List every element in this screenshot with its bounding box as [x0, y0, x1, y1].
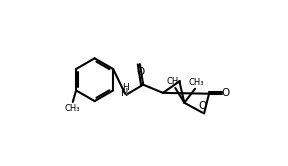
Text: O: O [221, 88, 229, 98]
Text: CH₃: CH₃ [188, 78, 204, 87]
Text: O: O [137, 67, 145, 77]
Text: CH₃: CH₃ [167, 77, 182, 86]
Text: N: N [121, 88, 128, 98]
Text: H: H [122, 83, 129, 92]
Text: CH₃: CH₃ [64, 104, 80, 113]
Text: O: O [199, 101, 207, 111]
